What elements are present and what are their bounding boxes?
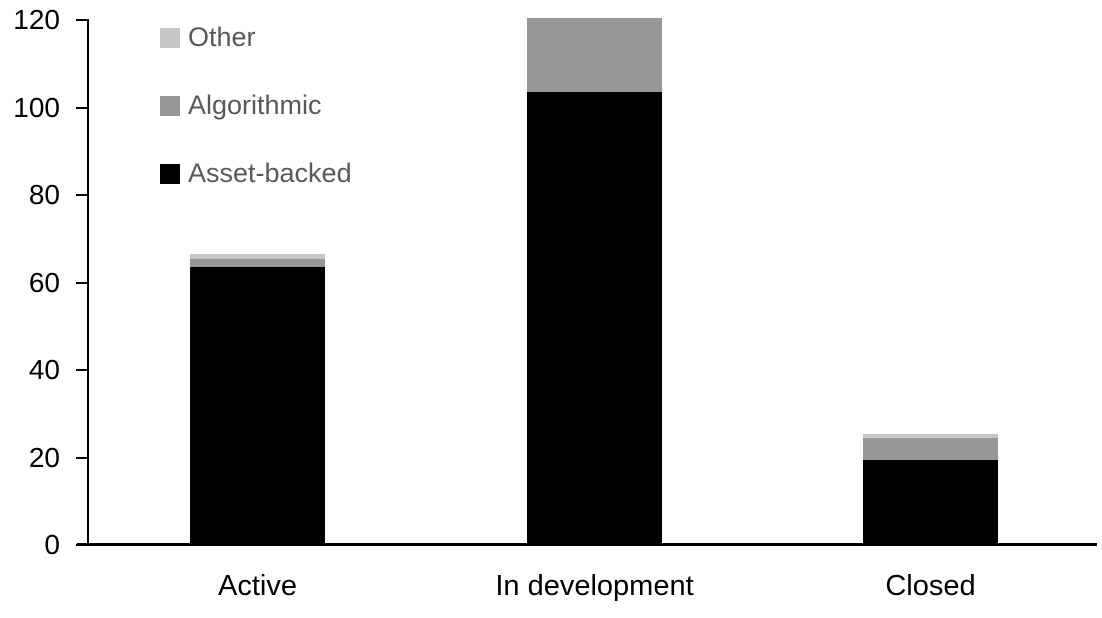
y-tick-label: 120 [13, 4, 60, 35]
y-tick-mark [76, 369, 87, 371]
bar-segment-algorithmic [527, 18, 662, 93]
bar-segment-algorithmic [190, 258, 325, 268]
y-tick-label: 100 [13, 91, 60, 123]
y-tick-mark [76, 281, 87, 284]
legend-item-other: Other [160, 22, 256, 53]
legend-swatch-asset-backed-icon [160, 163, 180, 184]
legend-label: Algorithmic [188, 90, 322, 120]
bar-segment-algorithmic [863, 438, 998, 460]
legend-item-algorithmic: Algorithmic [160, 90, 322, 121]
legend-item-asset-backed: Asset-backed [160, 158, 352, 189]
legend-swatch-algorithmic-icon [160, 95, 180, 116]
bar-closed [863, 433, 998, 543]
y-tick-mark [76, 19, 87, 21]
y-tick-mark [76, 106, 87, 109]
bar-segment-asset-backed [527, 92, 662, 543]
bar-segment-other [863, 433, 998, 438]
bar-active [190, 254, 325, 543]
y-tick-label: 60 [28, 266, 60, 298]
y-tick-mark [76, 456, 87, 459]
x-axis-line [77, 543, 1097, 546]
y-tick-mark [76, 544, 87, 546]
y-tick-label: 80 [28, 179, 60, 210]
x-axis-label-closed: Closed [885, 570, 976, 602]
y-tick-label: 0 [44, 529, 60, 560]
legend-label: Asset-backed [188, 158, 352, 188]
bar-segment-other [190, 254, 325, 259]
x-axis-label-active: Active [218, 570, 297, 602]
legend-swatch-other-icon [160, 27, 180, 48]
y-tick-label: 20 [28, 441, 60, 473]
x-axis-label-in-development: In development [495, 570, 694, 602]
bar-segment-asset-backed [190, 267, 325, 543]
bar-in-development [527, 18, 662, 543]
bar-segment-asset-backed [863, 459, 998, 543]
legend-label: Other [188, 22, 256, 52]
y-tick-label: 40 [28, 354, 60, 385]
y-axis-line [87, 19, 89, 545]
y-tick-mark [76, 194, 87, 196]
